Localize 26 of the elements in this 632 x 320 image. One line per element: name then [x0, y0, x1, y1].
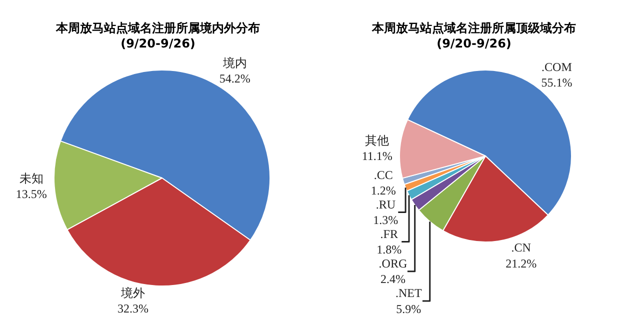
slice-label: .CC: [374, 168, 393, 182]
slice-label: 未知: [19, 171, 44, 186]
slice-label: 境内: [222, 56, 247, 70]
slice-label: 其他: [365, 134, 390, 148]
data-label: 32.3%: [117, 301, 148, 316]
data-label: 54.2%: [219, 71, 250, 86]
slice-label: .FR: [380, 227, 398, 241]
slice-label: 境外: [120, 286, 145, 300]
data-label: 13.5%: [16, 186, 47, 201]
slice-label: .COM: [542, 60, 572, 74]
data-label: 11.1%: [362, 149, 392, 164]
data-label: 21.2%: [506, 256, 537, 270]
chart-title: 本周放马站点域名注册所属顶级域分布: [371, 21, 576, 35]
data-label: 5.9%: [396, 302, 422, 316]
data-label: 1.8%: [376, 242, 402, 257]
slice-label: .CN: [511, 240, 532, 255]
slice-label: .NET: [395, 286, 422, 300]
data-label: 55.1%: [541, 76, 572, 90]
slice-label: .RU: [376, 197, 396, 212]
chart-title: 本周放马站点域名注册所属境内外分布: [55, 21, 260, 35]
data-label: 2.4%: [380, 272, 406, 286]
slice-label: .ORG: [378, 256, 408, 271]
chart-subtitle: (9/20-9/26): [436, 36, 512, 51]
data-label: 1.3%: [373, 213, 398, 227]
data-label: 1.2%: [370, 183, 396, 198]
chart-subtitle: (9/20-9/26): [120, 36, 196, 51]
